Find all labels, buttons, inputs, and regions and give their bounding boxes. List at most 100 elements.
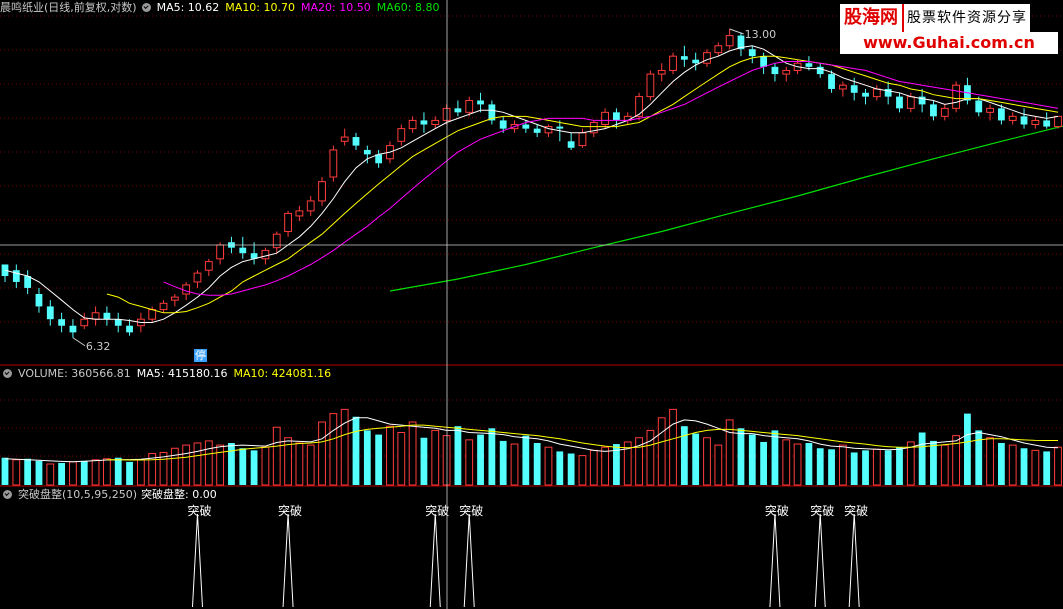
volume-bar <box>1054 446 1062 486</box>
candle-body <box>828 74 835 89</box>
volume-bar <box>613 444 620 485</box>
candle-body <box>442 107 451 121</box>
candle-body <box>725 35 734 47</box>
candle-body <box>170 296 179 301</box>
volume-bar <box>35 460 43 485</box>
candle-body <box>272 233 281 249</box>
volume-bar <box>862 450 869 485</box>
candle-body <box>46 306 54 320</box>
volume-bars <box>1 408 1062 486</box>
candle-body <box>930 104 937 117</box>
indicator-title: 突破盘整(10,5,95,250) <box>18 488 138 501</box>
volume-bar <box>442 435 451 486</box>
settings-circle-icon[interactable] <box>141 3 151 12</box>
candle-body <box>1008 115 1017 121</box>
volume-bar <box>465 439 474 486</box>
candle-body <box>91 312 100 320</box>
volume-bar <box>793 443 802 486</box>
candle-body <box>896 96 903 109</box>
candle-body <box>986 107 994 113</box>
volume-bar <box>703 437 711 486</box>
volume-bar <box>986 437 994 486</box>
candle-body <box>703 52 711 64</box>
volume-ma-lines <box>4 417 1059 463</box>
candle-body <box>838 84 847 90</box>
limit-up-tag: 停 <box>194 349 207 362</box>
grid-lines <box>0 15 1063 487</box>
volume-bar <box>1020 448 1028 485</box>
candle-body <box>556 126 564 129</box>
volume-bar <box>906 441 915 486</box>
candle-body <box>975 100 983 113</box>
candle-body <box>850 85 858 93</box>
candle-body <box>805 63 813 67</box>
candle-body <box>522 124 530 129</box>
candle-body <box>126 325 133 333</box>
candle-body <box>1054 115 1062 128</box>
volume-bar <box>782 439 791 486</box>
candle-body <box>1031 119 1040 126</box>
ma5-series <box>4 45 1059 323</box>
candle-body <box>816 66 824 75</box>
candle-body <box>567 141 575 148</box>
candle-body <box>533 128 541 133</box>
candle-body <box>714 45 723 54</box>
volume-bar <box>193 442 202 486</box>
indicator-value: 突破盘整: 0.00 <box>141 488 217 501</box>
volume-bar <box>714 444 723 486</box>
candle-body <box>58 319 66 326</box>
volume-bar <box>12 459 21 486</box>
volume-bar <box>669 408 677 486</box>
candle-body <box>997 108 1005 121</box>
candle-body <box>295 210 304 217</box>
candle-body <box>284 212 292 233</box>
candle-body <box>771 66 779 75</box>
candle-body <box>692 59 700 64</box>
volume-bar <box>352 416 360 485</box>
volume-bar <box>680 426 688 485</box>
candle-body <box>148 309 157 320</box>
settings-circle-icon[interactable] <box>3 369 12 378</box>
volume-bar <box>816 448 824 485</box>
volume-ma5-series <box>4 417 1059 463</box>
volume-bar <box>477 434 484 485</box>
settings-circle-icon[interactable] <box>3 490 12 499</box>
candle-body <box>69 325 77 333</box>
volume-bar <box>623 441 632 486</box>
volume-bar <box>340 408 349 486</box>
candle-body <box>318 181 326 202</box>
volume-bar <box>940 444 949 486</box>
volume-bar <box>239 448 247 485</box>
candle-body <box>1020 116 1028 125</box>
ma20-value: MA20: 10.50 <box>301 1 371 14</box>
volume-bar <box>284 437 292 486</box>
candle-body <box>578 132 587 147</box>
candle-body <box>1043 120 1051 127</box>
volume-bar <box>408 421 417 486</box>
volume-ma10-series <box>106 424 1058 461</box>
candle-body <box>918 96 926 105</box>
volume-bar <box>635 437 643 486</box>
breakout-label: 突破 <box>278 503 302 518</box>
volume-bar <box>431 429 440 486</box>
candle-body <box>352 137 360 146</box>
volume-bar <box>567 453 575 485</box>
volume-bar <box>918 432 926 485</box>
volume-bar <box>126 461 133 485</box>
volume-bar <box>114 457 122 485</box>
candle-body <box>306 200 315 212</box>
candle-body <box>782 69 791 75</box>
volume-bar <box>420 437 428 485</box>
volume-bar <box>46 463 55 486</box>
volume-bar <box>318 421 326 486</box>
candle-body <box>499 120 507 129</box>
volume-bar <box>589 449 598 486</box>
volume-bar <box>1 457 9 485</box>
watermark-slogan: 股票软件资源分享 <box>902 4 1030 32</box>
volume-bar <box>725 419 734 486</box>
moving-average-lines <box>4 45 1059 323</box>
candle-body <box>669 55 677 71</box>
volume-bar <box>657 417 666 486</box>
